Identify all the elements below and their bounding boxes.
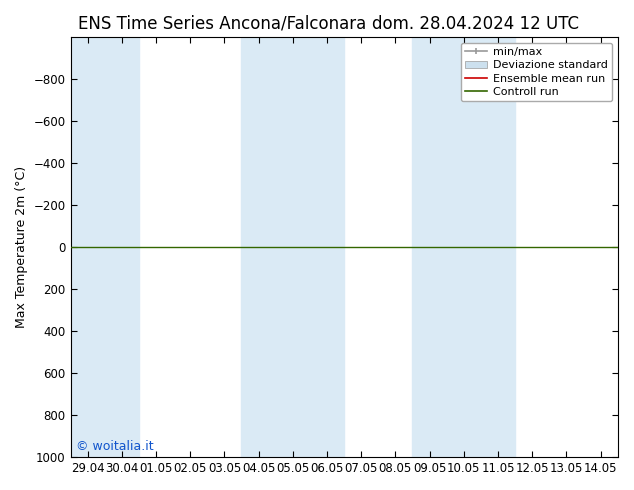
Y-axis label: Max Temperature 2m (°C): Max Temperature 2m (°C) xyxy=(15,166,28,328)
Bar xyxy=(70,37,139,457)
Text: © woitalia.it: © woitalia.it xyxy=(76,440,153,453)
Text: dom. 28.04.2024 12 UTC: dom. 28.04.2024 12 UTC xyxy=(372,15,579,33)
Bar xyxy=(413,37,515,457)
Legend: min/max, Deviazione standard, Ensemble mean run, Controll run: min/max, Deviazione standard, Ensemble m… xyxy=(460,43,612,101)
Text: ENS Time Series Ancona/Falconara: ENS Time Series Ancona/Falconara xyxy=(78,15,366,33)
Bar xyxy=(242,37,344,457)
